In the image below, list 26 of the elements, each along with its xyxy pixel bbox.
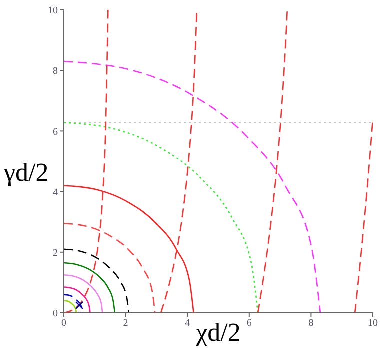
line-series (64, 122, 259, 313)
y-tick-label: 4 (53, 187, 58, 198)
line-series (160, 12, 198, 313)
y-tick-label: 0 (53, 308, 58, 320)
line-series (64, 222, 156, 313)
line-series (257, 10, 288, 313)
x-tick-label: 6 (246, 318, 252, 330)
line-series (64, 60, 322, 313)
line-series (64, 286, 91, 313)
x-tick-label: 8 (308, 318, 314, 330)
line-series (64, 300, 78, 313)
line-series (64, 248, 130, 313)
x-tick-label: 0 (62, 318, 66, 330)
y-tick-label: 6 (53, 126, 58, 138)
x-axis-title: χd/2 (196, 318, 241, 347)
x-tick-label: 4 (185, 318, 190, 330)
line-series (64, 274, 104, 313)
y-axis-title: γd/2 (4, 158, 49, 188)
y-tick-label: 2 (53, 248, 58, 259)
line-series (64, 294, 84, 313)
line-series (64, 185, 194, 313)
y-tick-label: 10 (48, 6, 58, 17)
x-tick-label: 10 (368, 318, 378, 330)
x-tick-label: 2 (123, 318, 128, 330)
y-tick-label: 8 (53, 66, 58, 78)
line-series (64, 262, 116, 313)
